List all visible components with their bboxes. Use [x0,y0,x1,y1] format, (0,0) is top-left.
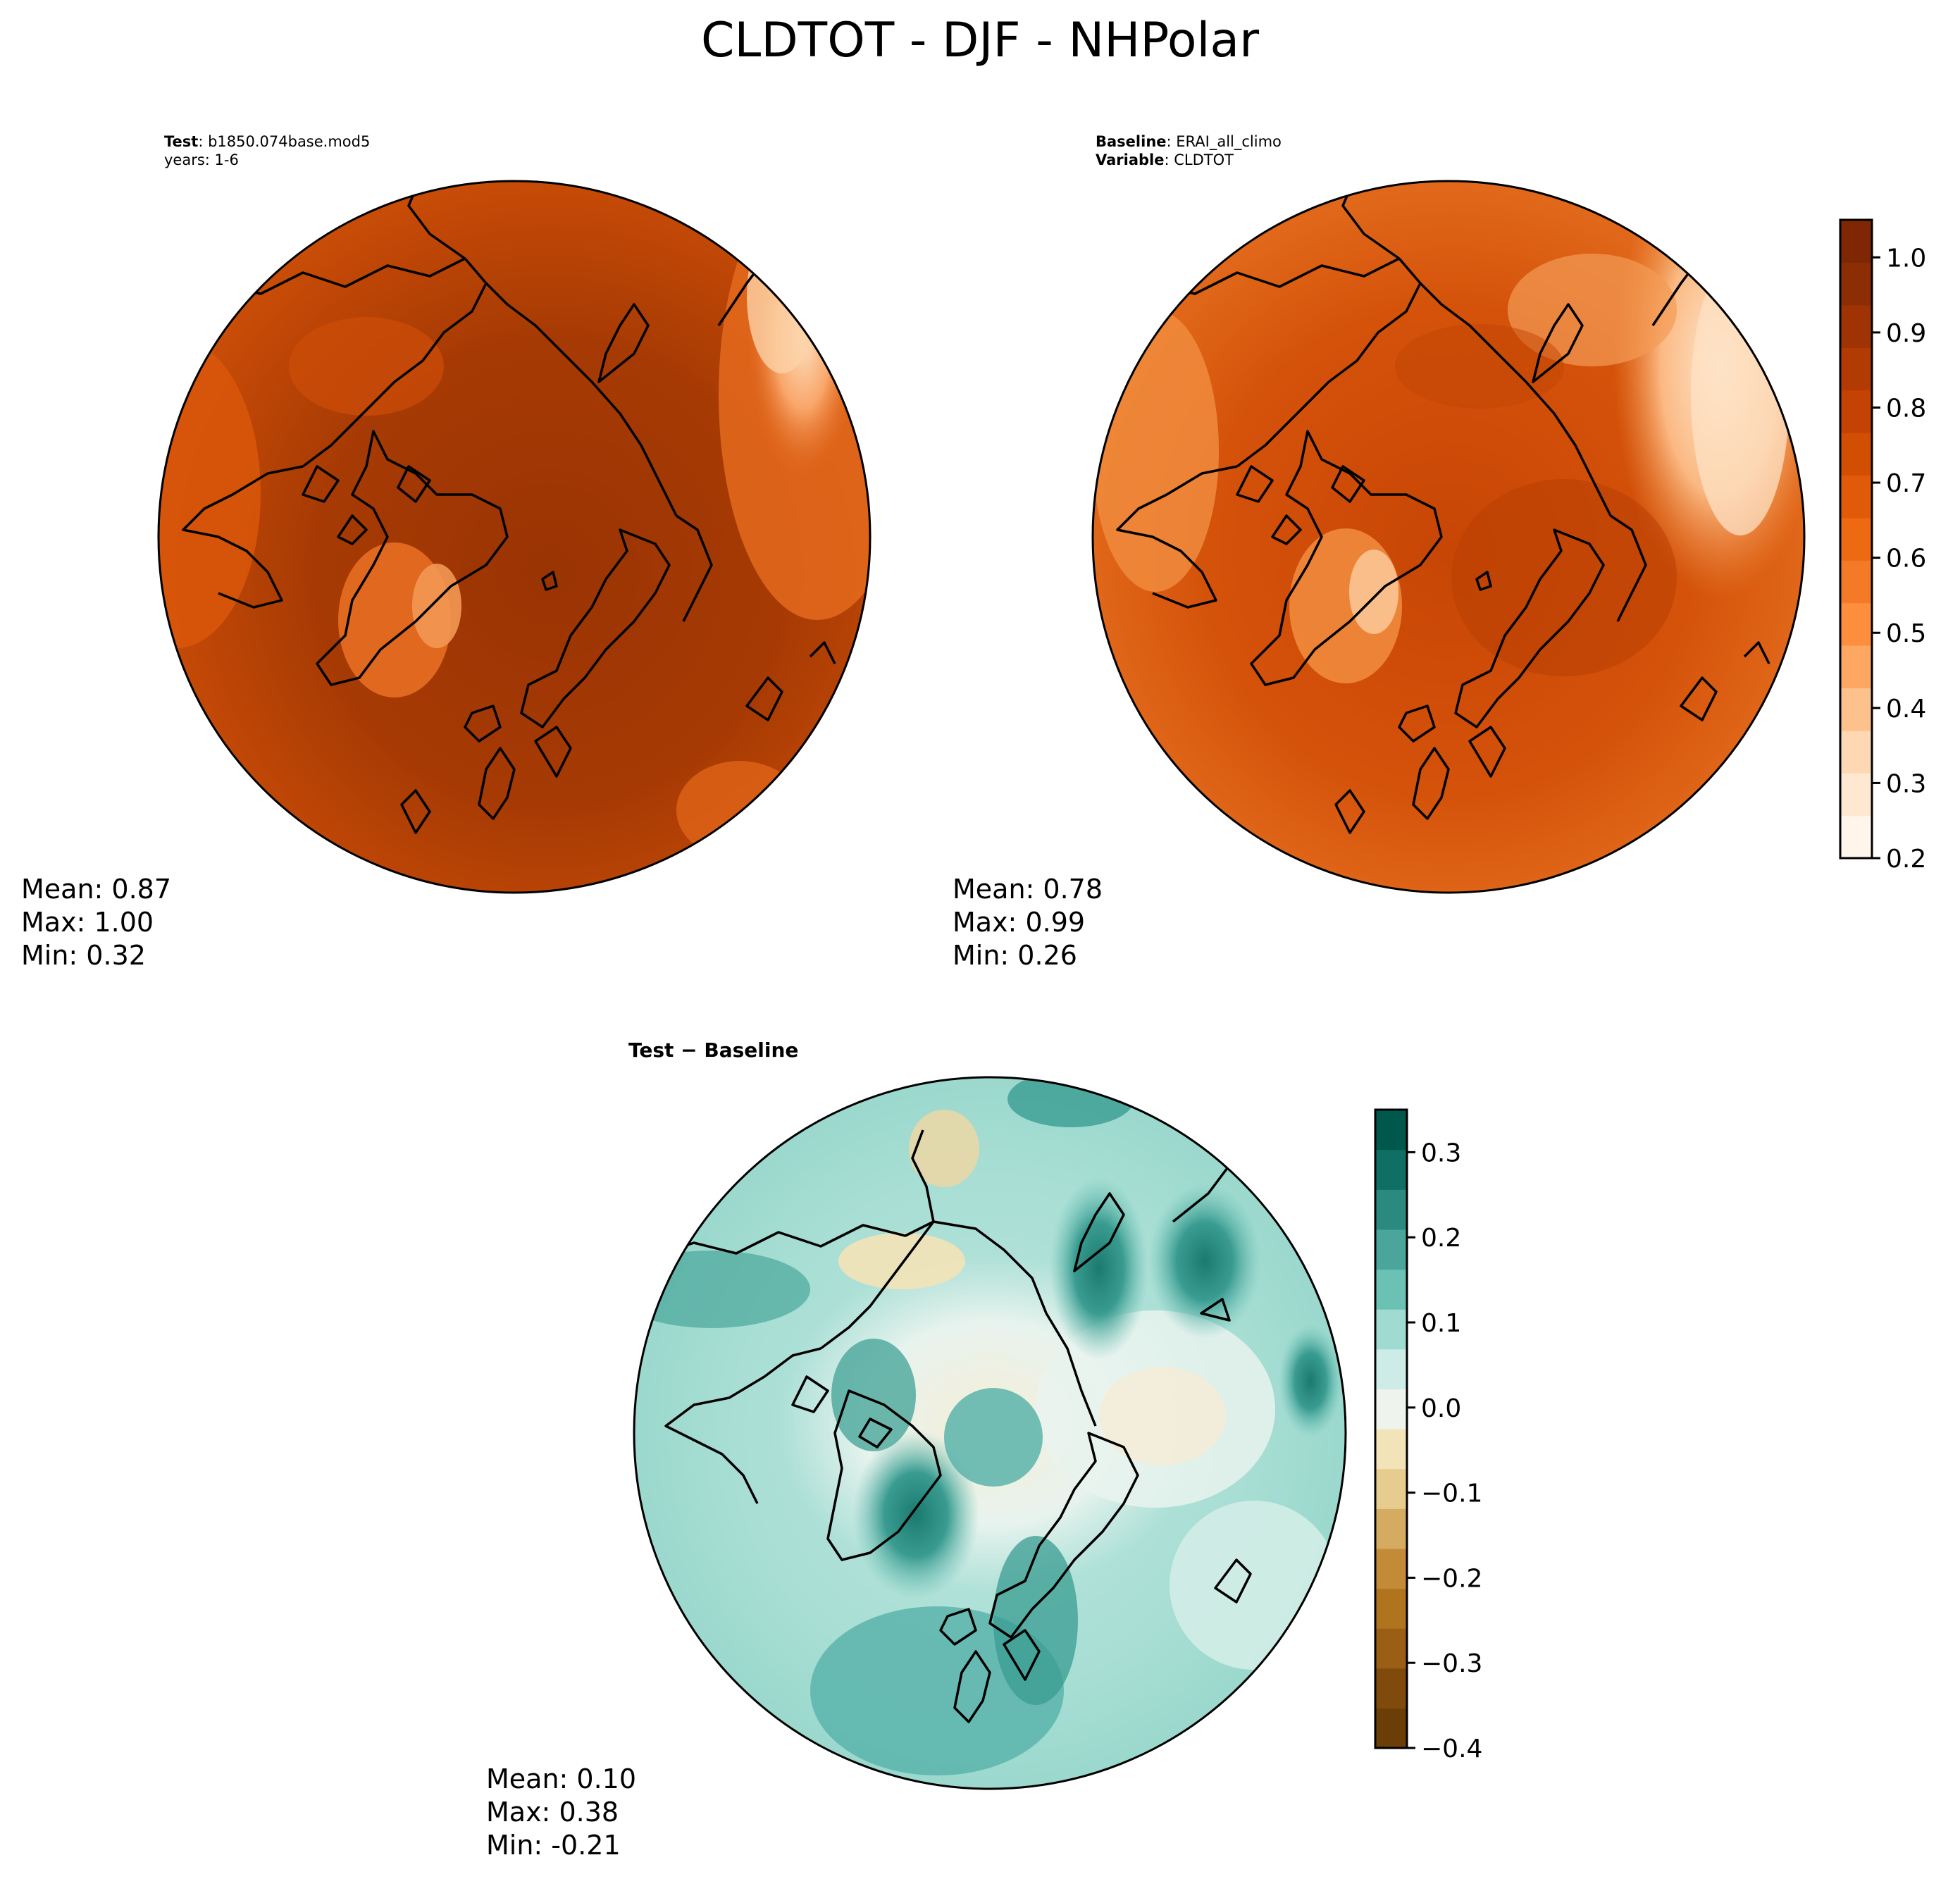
diff-colorbar-tick-label: 0.2 [1421,1224,1461,1253]
diff-colorbar-band [1375,1229,1407,1270]
diff-colorbar-tick-label: 0.1 [1421,1309,1461,1338]
abs-colorbar-band [1840,433,1872,476]
test-mean: Mean: 0.87 [21,874,171,905]
baseline-panel: Baseline: ERAI_all_climo Variable: CLDTO… [953,133,1926,971]
diff-colorbar-band [1375,1628,1407,1669]
abs-colorbar-tick-label: 0.8 [1886,394,1926,423]
diff-colorbar-band [1375,1588,1407,1629]
abs-colorbar-band [1840,262,1872,306]
test-max: Max: 1.00 [21,907,154,938]
baseline-variable: Variable: CLDTOT [1096,151,1234,168]
abs-colorbar-band [1840,220,1872,263]
diff-colorbar-band [1375,1668,1407,1709]
diff-colorbar: −0.4 −0.3 −0.2 −0.1 0.0 0.1 0.2 0.3 [1374,1108,1482,1763]
abs-colorbar-band [1840,815,1872,859]
diff-colorbar-frame [1374,1108,1408,1749]
diff-colorbar-tick-label: −0.3 [1421,1649,1482,1678]
abs-colorbar-band [1840,730,1872,774]
diff-colorbar-band [1375,1708,1407,1749]
diff-colorbar-band [1375,1189,1407,1230]
diff-map-field [634,1077,1346,1789]
test-label-text: : b1850.074base.mod5 [198,133,370,150]
diff-colorbar-tick-label: −0.4 [1421,1735,1482,1763]
diff-colorbar-band [1375,1389,1407,1430]
abs-colorbar-tick-label: 0.9 [1886,319,1926,348]
baseline-label: Baseline: ERAI_all_climo [1096,133,1282,151]
diff-colorbar-band [1375,1468,1407,1509]
abs-colorbar-band [1840,645,1872,688]
baseline-map-boundary [1091,180,1806,894]
figure-title: CLDTOT - DJF - NHPolar [701,13,1259,68]
test-panel: Test: b1850.074base.mod5 years: 1-6 Mean… [21,133,872,971]
test-map-field [159,181,870,893]
baseline-variable-bold: Variable [1096,151,1164,168]
diff-colorbar-band [1375,1508,1407,1549]
abs-colorbar-ticks: 0.2 0.3 0.4 0.5 0.6 0.7 0.8 0.9 1.0 [1872,244,1926,874]
diff-colorbar-band [1375,1269,1407,1310]
diff-colorbar-band [1375,1348,1407,1389]
diff-colorbar-tick-label: 0.3 [1421,1139,1461,1167]
baseline-map-field [1093,181,1804,893]
diff-colorbar-bands [1375,1110,1407,1749]
abs-colorbar: 0.2 0.3 0.4 0.5 0.6 0.7 0.8 0.9 1.0 [1839,218,1926,874]
baseline-variable-text: : CLDTOT [1164,151,1234,168]
abs-colorbar-tick-label: 0.3 [1886,769,1926,798]
abs-colorbar-band [1840,390,1872,433]
abs-colorbar-band [1840,304,1872,348]
test-map-boundary [157,180,872,894]
diff-panel: Test − Baseline Mean: 0.10 Max: 0.38 Min… [486,1038,1482,1861]
diff-colorbar-band [1375,1309,1407,1350]
abs-colorbar-frame [1839,218,1873,860]
abs-colorbar-band [1840,560,1872,604]
diff-min: Min: -0.21 [486,1830,621,1861]
baseline-min: Min: 0.26 [953,940,1077,971]
abs-colorbar-bands [1840,220,1872,859]
diff-colorbar-tick-label: 0.0 [1421,1394,1461,1423]
diff-colorbar-tick-label: −0.1 [1421,1480,1482,1508]
diff-colorbar-band [1375,1429,1407,1470]
diff-colorbar-band [1375,1110,1407,1151]
abs-colorbar-tick-label: 0.4 [1886,695,1926,724]
baseline-max: Max: 0.99 [953,907,1085,938]
baseline-label-bold: Baseline [1096,133,1167,150]
diff-title: Test − Baseline [628,1038,798,1062]
abs-colorbar-tick-label: 0.7 [1886,469,1926,498]
test-min: Min: 0.32 [21,940,146,971]
abs-colorbar-tick-label: 0.2 [1886,845,1926,874]
baseline-mean: Mean: 0.78 [953,874,1103,905]
abs-colorbar-band [1840,347,1872,391]
diff-colorbar-band [1375,1149,1407,1190]
abs-colorbar-band [1840,602,1872,646]
test-label-bold: Test [164,133,198,150]
baseline-label-text: : ERAI_all_climo [1167,133,1282,151]
diff-colorbar-tick-label: −0.2 [1421,1564,1482,1593]
diff-max: Max: 0.38 [486,1797,619,1828]
abs-colorbar-tick-label: 0.6 [1886,545,1926,573]
diff-colorbar-band [1375,1548,1407,1589]
abs-colorbar-band [1840,773,1872,817]
abs-colorbar-tick-label: 0.5 [1886,619,1926,648]
diff-colorbar-ticks: −0.4 −0.3 −0.2 −0.1 0.0 0.1 0.2 0.3 [1407,1139,1482,1763]
diff-map-boundary [633,1076,1347,1790]
abs-colorbar-band [1840,475,1872,519]
abs-colorbar-tick-label: 1.0 [1886,244,1926,273]
test-years: years: 1-6 [164,151,239,168]
test-label: Test: b1850.074base.mod5 [164,133,370,150]
diff-mean: Mean: 0.10 [486,1763,636,1794]
abs-colorbar-band [1840,517,1872,561]
abs-colorbar-band [1840,688,1872,731]
